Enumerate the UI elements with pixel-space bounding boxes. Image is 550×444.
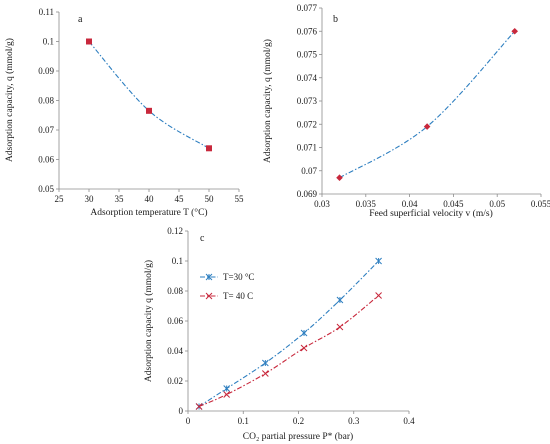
panel-b-x-axis-label: Feed superficial velocity v (m/s)	[369, 208, 492, 219]
panel-b-series-1-line	[339, 30, 516, 179]
panel-c-series-2-line	[198, 295, 379, 408]
panel-a-y-tick-label: 0.1	[43, 37, 54, 47]
panel-b-y-tick-label: 0.077	[297, 3, 318, 13]
panel-c-y-tick-label: 0.02	[167, 376, 183, 386]
panel-c-x-tick-label: 0.2	[293, 416, 304, 426]
panel-a-x-tick-label: 25	[55, 194, 65, 204]
panel-b-data-point	[423, 123, 431, 130]
chart-panel-c: c CO₂ partial pressure P* (bar) Adsorpti…	[143, 226, 415, 442]
panel-a-x-axis-label: Adsorption temperature T (°C)	[90, 207, 207, 218]
panel-c-data-point	[375, 257, 382, 265]
panel-b-x-tick-label: 0.05	[489, 199, 505, 209]
panel-a-x-tick-label: 45	[175, 194, 185, 204]
panel-a-y-tick-label: 0.11	[39, 7, 54, 17]
panel-b-y-tick-label: 0.076	[297, 26, 318, 36]
panel-c-legend-marker	[205, 292, 213, 300]
panel-a-x-tick-label: 55	[235, 194, 245, 204]
panel-c-x-axis-label: CO₂ partial pressure P* (bar)	[243, 431, 353, 442]
panel-c-data-point	[223, 391, 231, 398]
panel-c-legend-label: T=30 °C	[223, 272, 254, 282]
panel-c-legend: T=30 °C T= 40 C	[200, 272, 254, 301]
panel-a-y-tick-label: 0.08	[38, 96, 54, 106]
panel-b-x-tick-label: 0.035	[356, 199, 377, 209]
panel-c-y-tick-label: 0.12	[167, 226, 183, 236]
panel-b-data-point	[336, 174, 343, 182]
panel-a-y-tick-label: 0.06	[38, 155, 54, 165]
panel-c-data-point	[300, 329, 308, 337]
chart-panel-b: b Feed superficial velocity v (m/s) Adso…	[262, 3, 550, 219]
panel-c-series-1-line	[198, 260, 380, 407]
panel-c-data-point	[375, 292, 382, 299]
panel-b-x-tick-label: 0.03	[314, 199, 330, 209]
panel-a-data-point	[86, 38, 92, 45]
panel-c-x-tick-label: 0	[186, 416, 191, 426]
panel-c-y-tick-label: 0.1	[172, 256, 183, 266]
panel-b-x-tick-label: 0.045	[443, 199, 464, 209]
panel-c-x-tick-label: 0.1	[238, 416, 249, 426]
panel-b-y-tick-label: 0.071	[297, 143, 317, 153]
panel-a-y-tick-label: 0.05	[38, 184, 54, 194]
panel-c-x-tick-label: 0.3	[348, 416, 360, 426]
panel-c-data-point	[336, 296, 344, 304]
panel-c-y-axis-label: Adsorption capacity q (mmol/g)	[143, 260, 154, 382]
panel-b-y-tick-label: 0.075	[297, 50, 318, 60]
panel-a-series-1-line	[88, 41, 210, 149]
panel-c-data-point	[300, 344, 308, 352]
panel-b-y-tick-label: 0.069	[297, 189, 318, 199]
panel-c-data-point	[261, 359, 269, 367]
panel-a-y-tick-label: 0.09	[38, 66, 54, 76]
panel-a-x-tick-label: 40	[145, 194, 155, 204]
panel-b-tag: b	[333, 14, 338, 25]
panel-b-y-tick-label: 0.074	[297, 73, 318, 83]
panel-c-y-tick-label: 0.04	[167, 346, 183, 356]
panel-a-x-tick-label: 50	[205, 194, 215, 204]
panel-c-data-point	[336, 323, 344, 331]
panel-c-y-tick-label: 0.08	[167, 286, 183, 296]
panel-b-y-tick-label: 0.073	[297, 96, 318, 106]
panel-c-tag: c	[200, 233, 205, 244]
panel-c-y-tick-label: 0.06	[167, 316, 183, 326]
panel-c-data-point	[223, 385, 231, 392]
panel-b-x-tick-label: 0.04	[402, 199, 418, 209]
panel-a-y-tick-label: 0.07	[38, 125, 54, 135]
panel-c-x-tick-label: 0.4	[403, 416, 415, 426]
panel-b-y-axis-label: Adsorption capacity, q (mmol/g)	[262, 39, 273, 163]
panel-c-legend-label: T= 40 C	[223, 291, 253, 301]
panel-a-x-tick-label: 35	[115, 194, 125, 204]
panel-c-y-tick-label: 0	[179, 406, 184, 416]
panel-a-y-axis-label: Adsorption capacity, q (mmol/g)	[4, 38, 15, 162]
panel-b-y-tick-label: 0.07	[301, 166, 317, 176]
chart-panel-a: a Adsorption temperature T (°C) Adsorpti…	[4, 7, 244, 218]
panel-b-data-point	[511, 27, 519, 35]
panel-a-tag: a	[78, 14, 83, 25]
panel-c-data-point	[261, 370, 269, 377]
panel-b-y-tick-label: 0.072	[297, 119, 317, 129]
panel-a-x-tick-label: 30	[85, 194, 95, 204]
panel-a-data-point	[206, 145, 212, 152]
panel-c-legend-marker	[205, 273, 213, 281]
panel-c-data-point	[195, 403, 203, 410]
panel-b-x-tick-label: 0.055	[531, 199, 550, 209]
panel-a-data-point	[146, 107, 152, 114]
